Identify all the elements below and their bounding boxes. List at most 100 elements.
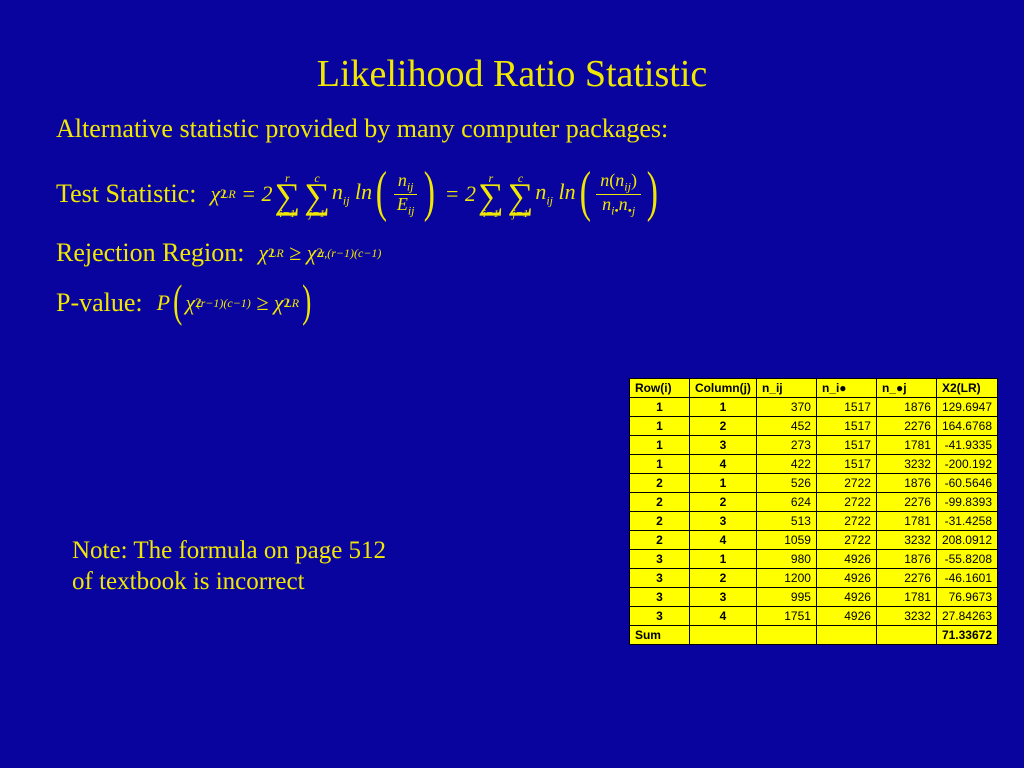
table-cell: 3	[629, 588, 689, 607]
table-cell: -31.4258	[936, 512, 997, 531]
rejection-region-row: Rejection Region: χ2LR ≥ χ2α,(r−1)(c−1)	[0, 230, 1024, 276]
table-cell: 1	[629, 436, 689, 455]
p-value-formula: P ( χ2(r−1)(c−1) ≥ χ2LR )	[157, 290, 315, 316]
test-statistic-label: Test Statistic:	[56, 179, 196, 209]
table-cell: 452	[756, 417, 816, 436]
table-row: 3417514926323227.84263	[629, 607, 997, 626]
table-cell: 164.6768	[936, 417, 997, 436]
table-cell: -99.8393	[936, 493, 997, 512]
table-cell: 2	[629, 512, 689, 531]
rejection-region-formula: χ2LR ≥ χ2α,(r−1)(c−1)	[258, 240, 381, 266]
table-cell: 2276	[876, 417, 936, 436]
table-cell: 1	[689, 398, 756, 417]
table-cell: 1876	[876, 398, 936, 417]
rejection-region-label: Rejection Region:	[56, 238, 244, 268]
table-sum-row: Sum 71.33672	[629, 626, 997, 645]
table-cell: -46.1601	[936, 569, 997, 588]
table-header-cell: Row(i)	[629, 379, 689, 398]
test-statistic-row: Test Statistic: χ2LR = 2 r∑i=1 c∑j=1 nij…	[0, 158, 1024, 230]
table-cell: 3	[629, 569, 689, 588]
table-header-row: Row(i)Column(j)n_ijn_i●n_●jX2(LR)	[629, 379, 997, 398]
slide-title: Likelihood Ratio Statistic	[0, 0, 1024, 114]
table-header-cell: n_●j	[876, 379, 936, 398]
table-cell: 1517	[816, 398, 876, 417]
table-row: 3198049261876-55.8208	[629, 550, 997, 569]
table-row: 1137015171876129.6947	[629, 398, 997, 417]
table-cell: 208.0912	[936, 531, 997, 550]
table-cell: 3	[689, 436, 756, 455]
table-row: 32120049262276-46.1601	[629, 569, 997, 588]
table-cell: 370	[756, 398, 816, 417]
table-cell: 1200	[756, 569, 816, 588]
table-cell: 1517	[816, 455, 876, 474]
table-cell: -200.192	[936, 455, 997, 474]
sum-value-cell: 71.33672	[936, 626, 997, 645]
table-cell: 2	[629, 531, 689, 550]
footnote-text: Note: The formula on page 512 of textboo…	[72, 535, 392, 598]
table-cell: -55.8208	[936, 550, 997, 569]
table-cell: 1876	[876, 474, 936, 493]
table-cell: 513	[756, 512, 816, 531]
table-header-cell: X2(LR)	[936, 379, 997, 398]
table-cell: 4	[689, 455, 756, 474]
table-cell: 76.9673	[936, 588, 997, 607]
table-cell: 1517	[816, 417, 876, 436]
table-cell: 3	[689, 512, 756, 531]
table-cell: 4926	[816, 569, 876, 588]
p-value-label: P-value:	[56, 288, 143, 318]
table-row: 339954926178176.9673	[629, 588, 997, 607]
table-cell: 1781	[876, 436, 936, 455]
p-value-row: P-value: P ( χ2(r−1)(c−1) ≥ χ2LR )	[0, 276, 1024, 330]
table-cell: 2276	[876, 493, 936, 512]
table-cell: -41.9335	[936, 436, 997, 455]
table-cell: 4926	[816, 607, 876, 626]
table-header-cell: n_i●	[816, 379, 876, 398]
table-cell: 1	[629, 417, 689, 436]
table-cell: 2722	[816, 531, 876, 550]
table-row: 2152627221876-60.5646	[629, 474, 997, 493]
table-cell: 4	[689, 607, 756, 626]
table-row: 2351327221781-31.4258	[629, 512, 997, 531]
table-row: 1245215172276164.6768	[629, 417, 997, 436]
table-cell: 1	[629, 455, 689, 474]
table-cell: 4926	[816, 588, 876, 607]
table-cell: 3	[689, 588, 756, 607]
table-header-cell: Column(j)	[689, 379, 756, 398]
table-cell: 1781	[876, 588, 936, 607]
table-cell: 1517	[816, 436, 876, 455]
subtitle-text: Alternative statistic provided by many c…	[0, 114, 1024, 158]
table-cell: 624	[756, 493, 816, 512]
table-cell: 980	[756, 550, 816, 569]
table-cell: 422	[756, 455, 816, 474]
table-cell: 4926	[816, 550, 876, 569]
table-cell: 129.6947	[936, 398, 997, 417]
table-cell: 3232	[876, 531, 936, 550]
table-cell: 3232	[876, 455, 936, 474]
table-cell: 1876	[876, 550, 936, 569]
table-row: 24105927223232208.0912	[629, 531, 997, 550]
table-cell: 2276	[876, 569, 936, 588]
table-cell: 2722	[816, 512, 876, 531]
table-cell: 3	[629, 607, 689, 626]
table-cell: 273	[756, 436, 816, 455]
table-cell: -60.5646	[936, 474, 997, 493]
table-cell: 1781	[876, 512, 936, 531]
test-statistic-formula: χ2LR = 2 r∑i=1 c∑j=1 nij ln ( nijEij ) =…	[210, 170, 661, 218]
table-body: 1137015171876129.69471245215172276164.67…	[629, 398, 997, 626]
table-cell: 2	[629, 474, 689, 493]
table-cell: 1751	[756, 607, 816, 626]
chi-square-table: Row(i)Column(j)n_ijn_i●n_●jX2(LR) 113701…	[629, 378, 998, 645]
table-cell: 1	[689, 474, 756, 493]
table-cell: 27.84263	[936, 607, 997, 626]
table-cell: 3232	[876, 607, 936, 626]
table-cell: 2	[689, 569, 756, 588]
table-cell: 3	[629, 550, 689, 569]
table-cell: 995	[756, 588, 816, 607]
table-cell: 2	[689, 417, 756, 436]
sum-label-cell: Sum	[629, 626, 689, 645]
table-cell: 2	[629, 493, 689, 512]
table-cell: 1	[629, 398, 689, 417]
table-cell: 2722	[816, 474, 876, 493]
table-row: 1442215173232-200.192	[629, 455, 997, 474]
table-cell: 2	[689, 493, 756, 512]
